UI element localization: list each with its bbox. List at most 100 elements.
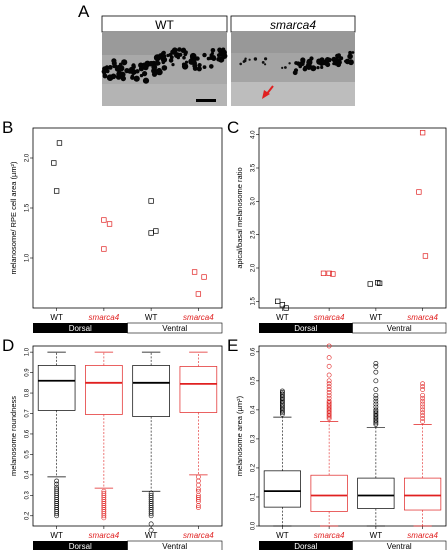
melanosome-dot bbox=[320, 65, 324, 69]
outlier-point bbox=[326, 343, 332, 349]
melanosome-dot bbox=[133, 75, 140, 82]
outlier-point bbox=[420, 416, 426, 421]
melanosome-dot bbox=[321, 59, 327, 65]
panel-a-mutant-title: smarca4 bbox=[270, 18, 316, 32]
outlier-point bbox=[326, 363, 332, 369]
y-axis-label: melanosome/ RPE cell area (µm²) bbox=[9, 161, 18, 275]
melanosome-dot bbox=[303, 65, 308, 70]
outlier-point bbox=[148, 527, 154, 533]
scatter-point bbox=[153, 228, 159, 234]
panel-a-mutant-title-box bbox=[230, 15, 356, 33]
outlier-point bbox=[326, 372, 332, 378]
outlier-point bbox=[195, 497, 201, 502]
y-tick-label: 3.5 bbox=[251, 163, 257, 172]
outlier-point bbox=[373, 392, 379, 398]
chart-panel-b: 1.0 1.5 2.0 melanosome/ RPE cell area (µm²)… bbox=[9, 127, 223, 334]
outlier-point bbox=[54, 478, 60, 484]
melanosome-dot bbox=[347, 53, 353, 60]
melanosome-dot bbox=[261, 61, 265, 64]
plot-frame bbox=[258, 345, 447, 527]
melanosome-dot bbox=[102, 72, 107, 76]
box-iqr bbox=[85, 365, 123, 415]
plot-frame bbox=[258, 127, 447, 309]
y-tick-label: 0.6 bbox=[251, 347, 257, 356]
melanosome-dot bbox=[239, 62, 242, 66]
scatter-point bbox=[101, 246, 107, 252]
melanosome-dot bbox=[142, 77, 150, 84]
outlier-point bbox=[148, 513, 154, 519]
chart-panel-e: 0.0 0.1 0.2 0.3 0.4 0.5 0.6 melanosome area (µm… bbox=[235, 343, 447, 552]
ventral-group-bar bbox=[352, 322, 447, 334]
outlier-point bbox=[326, 392, 332, 398]
dorsal-group-bar bbox=[259, 323, 353, 333]
x-category-label: WT bbox=[276, 313, 289, 322]
y-tick-label: 0.4 bbox=[251, 405, 257, 414]
x-category-label: WT bbox=[50, 313, 63, 322]
y-tick-label: 0.7 bbox=[25, 409, 31, 418]
ventral-group-label: Ventral bbox=[387, 542, 412, 550]
x-category-label: WT bbox=[145, 531, 158, 540]
melanosome-dot bbox=[344, 59, 347, 63]
melanosome-dot bbox=[139, 73, 144, 78]
melanosome-dot bbox=[288, 62, 291, 65]
y-tick-label: 2.0 bbox=[25, 153, 31, 162]
x-category-label: WT bbox=[370, 313, 383, 322]
y-axis-label: melanosome roundness bbox=[9, 396, 18, 476]
outlier-point bbox=[373, 363, 379, 369]
scatter-point bbox=[53, 188, 60, 194]
outlier-point bbox=[420, 413, 426, 419]
ventral-group-label: Ventral bbox=[162, 542, 187, 550]
melanosome-dot bbox=[148, 60, 154, 67]
outlier-point bbox=[373, 401, 379, 407]
panel-a-wt-lower-band bbox=[102, 84, 227, 106]
melanosome-dot bbox=[105, 69, 110, 74]
y-tick-label: 2.5 bbox=[251, 230, 257, 239]
scatter-point bbox=[375, 280, 381, 286]
melanosome-dot bbox=[292, 70, 298, 76]
melanosome-dot bbox=[281, 66, 284, 69]
outlier-point bbox=[195, 478, 201, 484]
melanosome-dot bbox=[206, 56, 211, 61]
box-iqr bbox=[132, 365, 170, 417]
outlier-point bbox=[420, 401, 426, 407]
outlier-point bbox=[148, 521, 154, 527]
melanosome-dot bbox=[112, 63, 118, 69]
x-category-label: smarca4 bbox=[183, 313, 214, 322]
y-tick-label: 3.0 bbox=[251, 197, 257, 206]
melanosome-dot bbox=[168, 58, 174, 63]
outlier-point bbox=[326, 381, 332, 387]
dorsal-group-label: Dorsal bbox=[69, 324, 92, 333]
melanosome-dot bbox=[192, 66, 198, 71]
melanosome-dot bbox=[264, 63, 267, 66]
chart-panel-d: 0.2 0.3 0.4 0.5 0.6 0.7 0.8 0.9 1.0 melanosome ro… bbox=[9, 345, 223, 552]
outlier-point bbox=[373, 410, 379, 416]
x-category-label: smarca4 bbox=[183, 531, 214, 540]
outlier-point bbox=[326, 395, 332, 401]
melanosome-dot bbox=[209, 53, 214, 58]
outlier-point bbox=[420, 407, 426, 413]
y-tick-label: 4.0 bbox=[251, 130, 257, 139]
outlier-point bbox=[195, 482, 201, 488]
outlier-point bbox=[373, 387, 379, 392]
scatter-point bbox=[326, 270, 332, 276]
box-iqr bbox=[404, 477, 442, 511]
outlier-point bbox=[326, 387, 332, 392]
outlier-point bbox=[420, 404, 426, 410]
melanosome-dot bbox=[300, 61, 305, 66]
scatter-point bbox=[195, 291, 202, 297]
dorsal-group-bar bbox=[33, 541, 128, 551]
melanosome-dot bbox=[196, 66, 202, 72]
melanosome-dot bbox=[344, 58, 351, 65]
y-tick-label: 1.5 bbox=[251, 297, 257, 306]
box-iqr bbox=[357, 477, 395, 509]
panel-a-wt-melanosome-dots bbox=[101, 47, 228, 84]
melanosome-dot bbox=[142, 71, 148, 77]
melanosome-dot bbox=[157, 54, 163, 60]
melanosome-dot bbox=[202, 65, 207, 69]
outlier-point bbox=[420, 395, 426, 401]
scatter-point bbox=[330, 271, 336, 277]
outlier-point bbox=[326, 355, 332, 361]
x-category-label: smarca4 bbox=[407, 313, 438, 322]
outlier-point bbox=[420, 419, 426, 424]
melanosome-dot bbox=[131, 64, 136, 70]
